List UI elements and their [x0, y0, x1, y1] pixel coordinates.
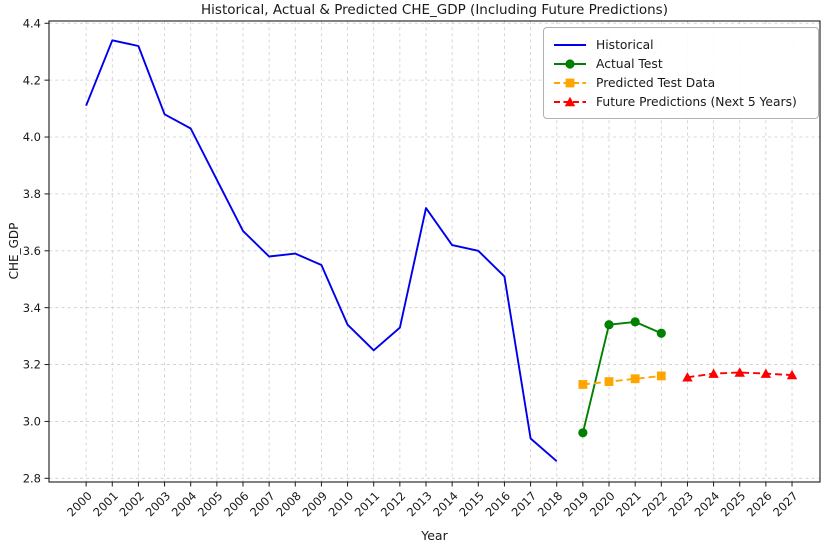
legend-item: Actual Test: [553, 54, 809, 73]
legend-label: Future Predictions (Next 5 Years): [596, 95, 797, 110]
x-tick-label: 2019: [561, 489, 592, 520]
y-axis-label: CHE_GDP: [7, 222, 21, 280]
legend-triangle-sample-icon: [554, 97, 586, 107]
x-tick-label: 2012: [378, 489, 409, 520]
legend-circle-sample-icon: [554, 59, 586, 69]
x-tick-label: 2020: [587, 489, 618, 520]
series-future-predictions-next-5-years: [682, 367, 798, 382]
legend: Historical Actual Test Predicted Test Data…: [543, 27, 819, 119]
legend-item: Future Predictions (Next 5 Years): [553, 93, 809, 112]
x-tick-label: 2022: [639, 489, 670, 520]
y-tick-label: 4.0: [23, 130, 41, 144]
x-tick-label: 2007: [247, 489, 278, 520]
x-tick-label: 2024: [692, 489, 723, 520]
y-tick-label: 3.6: [23, 244, 41, 258]
chart-title: Historical, Actual & Predicted CHE_GDP (…: [201, 2, 668, 18]
x-tick-label: 2021: [613, 489, 644, 520]
x-tick-label: 2010: [326, 489, 357, 520]
legend-line-sample-icon: [554, 43, 586, 46]
legend-item: Historical: [553, 35, 809, 54]
x-tick-label: 2002: [116, 489, 147, 520]
x-tick-label: 2018: [535, 489, 566, 520]
y-tick-label: 3.2: [23, 358, 41, 372]
series-predicted-test-data: [578, 371, 666, 389]
x-tick-label: 2004: [169, 489, 200, 520]
x-tick-label: 2009: [299, 489, 330, 520]
x-tick-label: 2015: [456, 489, 487, 520]
legend-item: Predicted Test Data: [553, 74, 809, 93]
x-tick-label: 2001: [90, 489, 121, 520]
x-tick-label: 2006: [221, 489, 252, 520]
series-historical: [85, 39, 558, 462]
x-tick-label: 2008: [273, 489, 304, 520]
x-tick-label: 2023: [665, 489, 696, 520]
legend-square-sample-icon: [554, 78, 586, 88]
y-tick-label: 2.8: [23, 472, 41, 486]
x-tick-label: 2016: [482, 489, 513, 520]
x-tick-label: 2013: [404, 489, 435, 520]
y-tick-label: 3.4: [23, 301, 41, 315]
y-tick-label: 4.2: [23, 73, 41, 87]
legend-label: Predicted Test Data: [596, 76, 716, 91]
x-axis-label: Year: [421, 528, 448, 543]
y-tick-label: 3.0: [23, 415, 41, 429]
x-tick-label: 2011: [352, 489, 383, 520]
x-tick-label: 2026: [744, 489, 775, 520]
y-tick-label: 4.4: [23, 16, 41, 30]
legend-label: Historical: [596, 37, 654, 52]
y-tick-label: 3.8: [23, 187, 41, 201]
axes-box: [48, 20, 821, 483]
x-tick-label: 2017: [509, 489, 540, 520]
x-tick-label: 2005: [195, 489, 226, 520]
x-tick-label: 2000: [64, 489, 95, 520]
x-tick-label: 2014: [430, 489, 461, 520]
series-actual-test: [578, 317, 666, 438]
x-tick-label: 2025: [718, 489, 749, 520]
x-tick-label: 2003: [143, 489, 174, 520]
legend-label: Actual Test: [596, 56, 663, 71]
x-tick-label: 2027: [770, 489, 801, 520]
